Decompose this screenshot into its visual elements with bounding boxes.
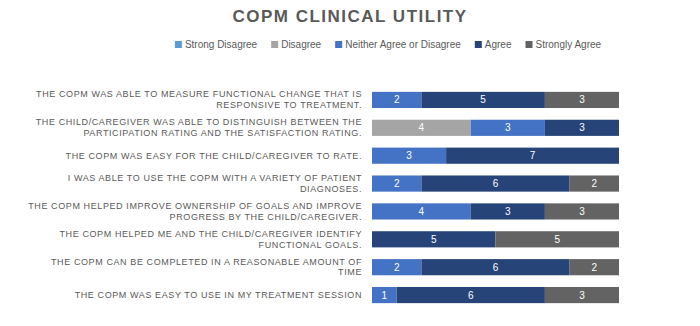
legend-swatch [526,41,533,48]
bar-segment [372,92,421,108]
tick: THE COPM WAS EASY TO USE IN MY TREATMENT… [75,290,362,300]
bar-segment [372,259,421,275]
legend-item: Strong Disagree [175,39,258,50]
bar-segment [372,120,471,136]
data-label: 1 [382,290,388,301]
bar-segment [421,92,545,108]
tick: THE COPM CAN BE COMPLETED IN A REASONABL… [51,257,362,278]
bar-segment [372,231,496,247]
y-axis: THE COPM WAS ABLE TO MEASURE FUNCTIONAL … [28,87,372,310]
legend-item: Strongly Agree [526,39,602,50]
bar-segment [496,231,620,247]
bar-segment [545,120,619,136]
title: COPM CLINICAL UTILITY [232,7,467,26]
bar-segment [570,175,619,191]
tick: THE CHILD/CAREGIVER WAS ABLE TO DISTINGU… [36,117,362,138]
bar-segment [471,120,545,136]
legend-item: Neither Agree or Disagree [335,39,461,50]
data-label: 5 [431,234,437,245]
legend-label: Agree [485,39,512,50]
tick: THE COPM WAS EASY FOR THE CHILD/CAREGIVE… [66,151,362,161]
bar-segment [446,148,619,164]
data-label: 4 [419,122,425,133]
bar-segment [421,259,569,275]
tick-label: THE COPM CAN BE COMPLETED IN A REASONABL… [51,257,362,278]
data-label: 2 [394,262,400,273]
legend-label: Disagree [281,39,321,50]
legend-item: Disagree [271,39,321,50]
chart: COPM CLINICAL UTILITY Strong Disagree Disa… [0,0,700,326]
data-label: 6 [493,178,499,189]
bar-segment [372,148,446,164]
legend-item: Agree [475,39,512,50]
bar-segment [372,175,421,191]
bars [372,92,619,303]
data-labels: 4 2 3 3 2 4 2 1 5 3 7 6 3 5 6 6 3 2 3 5 2 3 [382,94,598,300]
data-label: 2 [394,94,400,105]
data-label: 6 [468,290,474,301]
legend-label: Strong Disagree [185,39,258,50]
legend-label: Neither Agree or Disagree [345,39,461,50]
data-label: 3 [579,290,585,301]
data-label: 6 [493,262,499,273]
axis-line [372,87,373,310]
tick-label: I WAS ABLE TO USE THE COPM WITH A VARIET… [68,173,362,194]
legend-swatch [475,41,482,48]
tick: THE COPM WAS ABLE TO MEASURE FUNCTIONAL … [36,89,362,110]
bar-segment [570,259,619,275]
tick-label: THE COPM WAS EASY TO USE IN MY TREATMENT… [75,290,362,300]
legend-swatch [271,41,278,48]
bar-segment [471,203,545,219]
tick: THE COPM HELPED ME AND THE CHILD/CAREGIV… [60,229,362,250]
legend-swatch [335,41,342,48]
bar-segment [372,203,471,219]
data-label: 2 [394,178,400,189]
data-label: 3 [406,150,412,161]
legend: Strong Disagree Disagree Neither Agree or … [175,39,602,50]
data-label: 3 [505,122,511,133]
tick: I WAS ABLE TO USE THE COPM WITH A VARIET… [68,173,362,194]
bar-segment [545,287,619,303]
data-label: 2 [592,178,598,189]
data-label: 5 [554,234,560,245]
bar-segment [421,175,569,191]
data-label: 7 [530,150,536,161]
tick-label: THE COPM HELPED IMPROVE OWNERSHIP OF GOA… [28,201,362,222]
tick-label: THE COPM WAS EASY FOR THE CHILD/CAREGIVE… [66,151,362,161]
tick-label: THE COPM HELPED ME AND THE CHILD/CAREGIV… [60,229,362,250]
bar-segment [545,203,619,219]
bar-segment [545,92,619,108]
bar-segment [372,287,397,303]
data-label: 3 [579,206,585,217]
bar-segment [397,287,545,303]
legend-swatch [175,41,182,48]
data-label: 4 [419,206,425,217]
data-label: 2 [592,262,598,273]
tick: THE COPM HELPED IMPROVE OWNERSHIP OF GOA… [28,201,362,222]
data-label: 3 [579,122,585,133]
legend-label: Strongly Agree [536,39,602,50]
tick-label: THE CHILD/CAREGIVER WAS ABLE TO DISTINGU… [36,117,362,138]
data-label: 3 [579,94,585,105]
data-label: 3 [505,206,511,217]
data-label: 5 [480,94,486,105]
tick-label: THE COPM WAS ABLE TO MEASURE FUNCTIONAL … [36,89,362,110]
